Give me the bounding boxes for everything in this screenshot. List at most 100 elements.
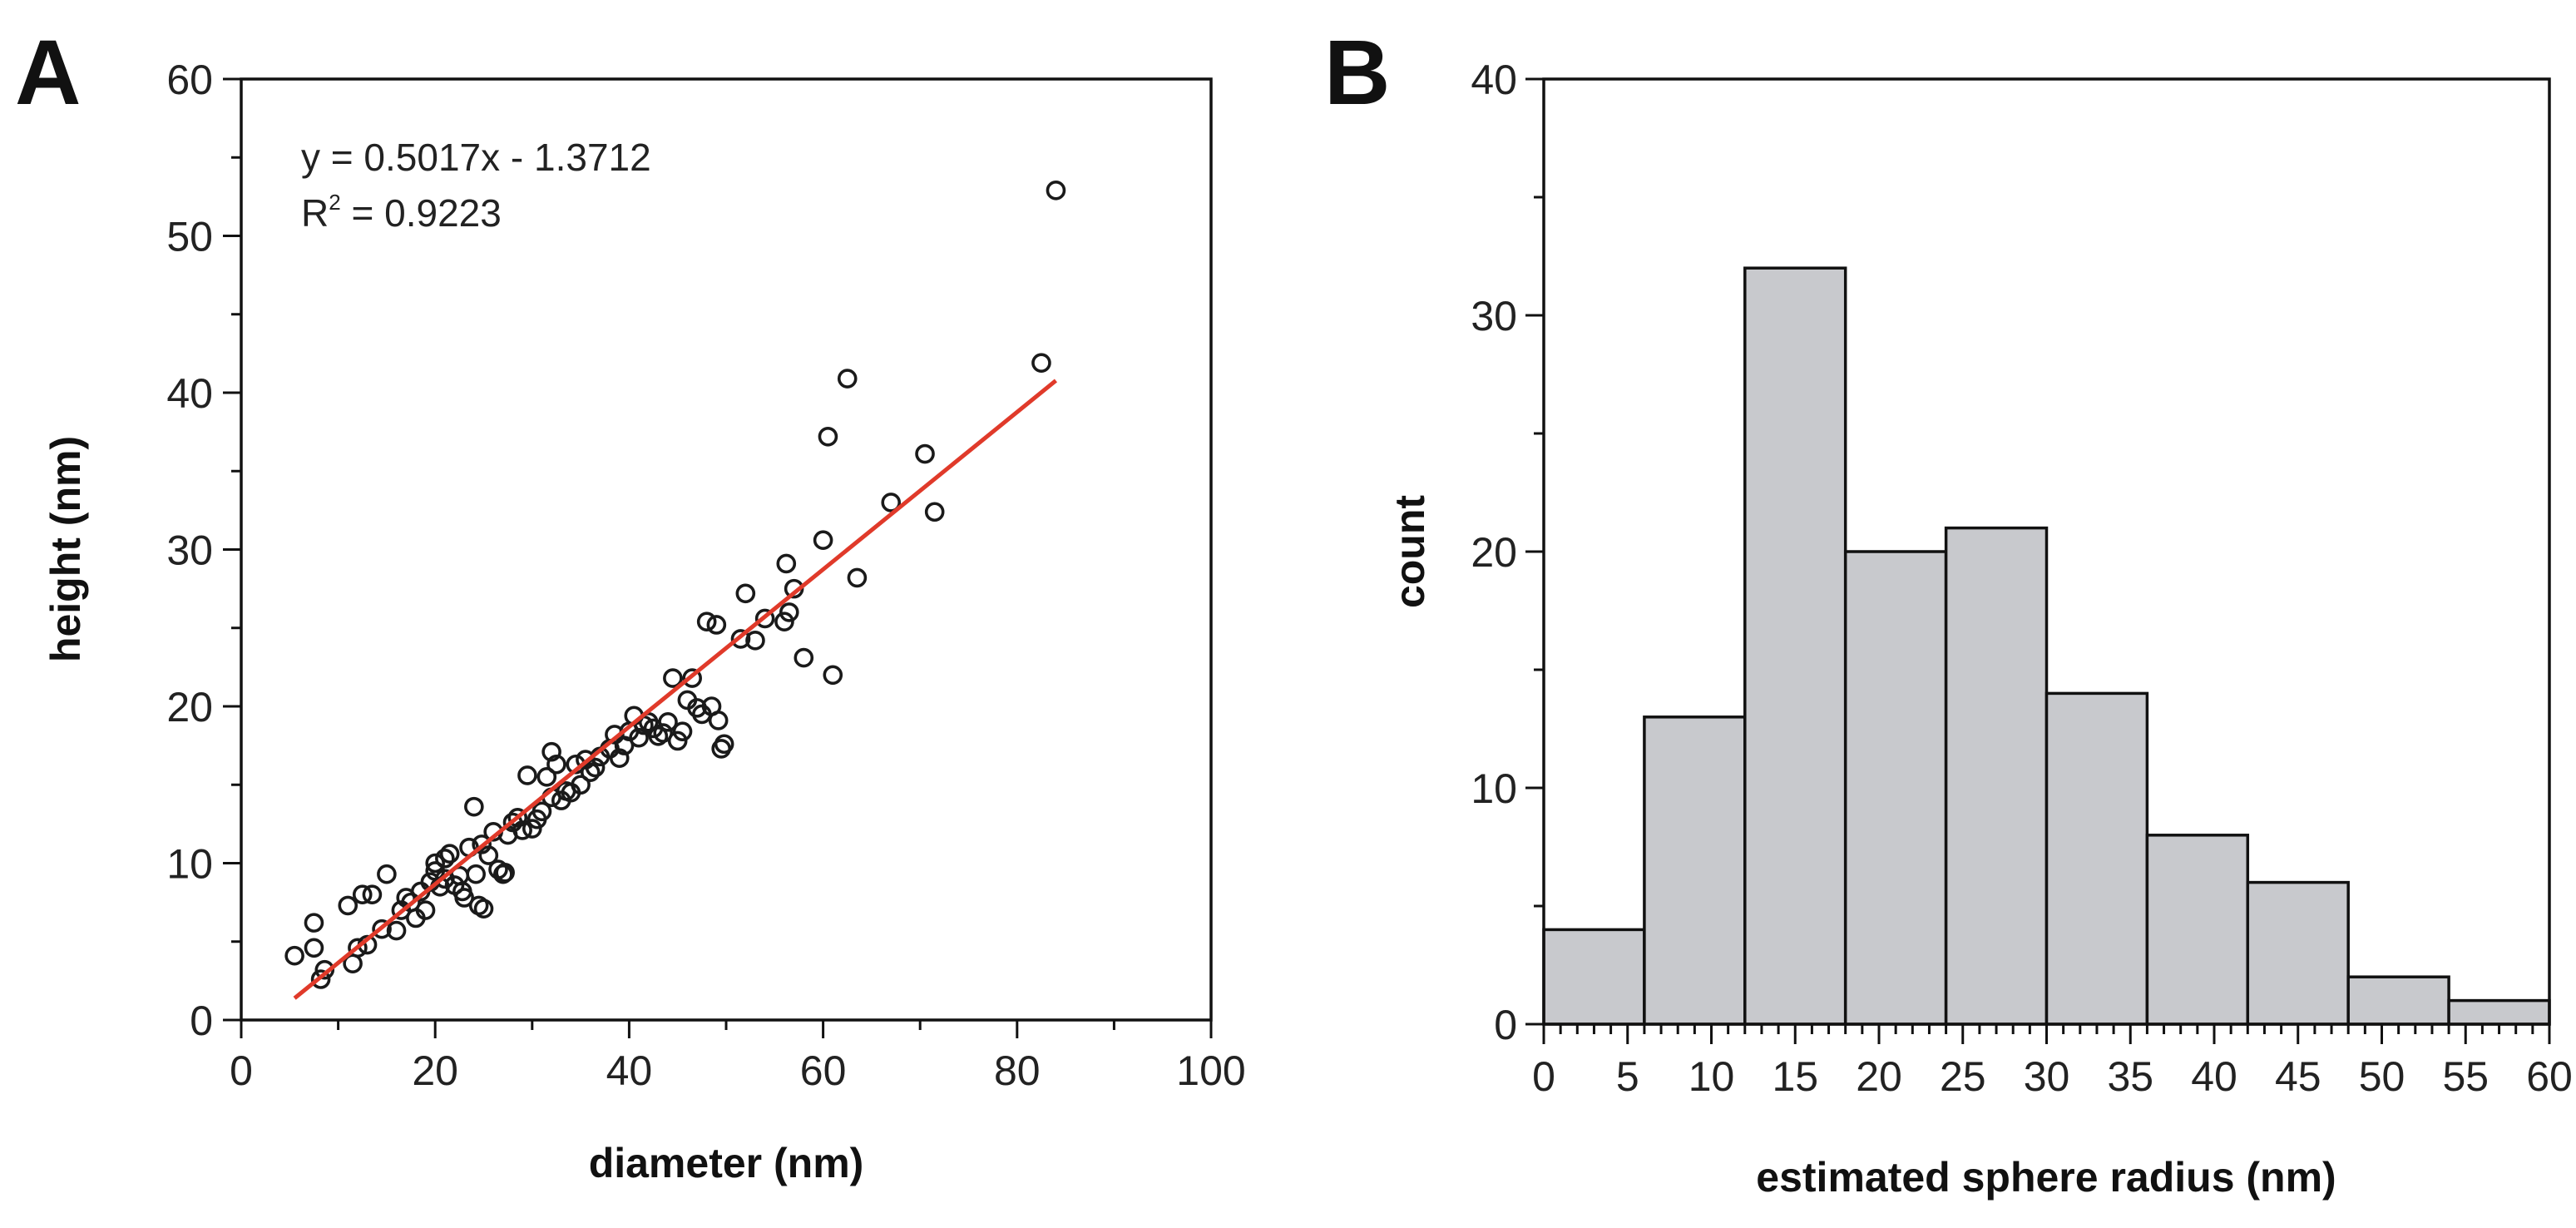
x-axis-title-b: estimated sphere radius (nm) [1756, 1154, 2336, 1201]
data-point [348, 938, 368, 958]
y-tick-labels-b: 0 10 20 30 40 [1471, 57, 1517, 1048]
y-tick-label-a: 40 [166, 370, 213, 417]
data-point [517, 765, 537, 785]
r-squared-label: R2 = 0.9223 [301, 190, 502, 235]
histogram-bar [2346, 975, 2450, 1026]
y-tick-label-b: 40 [1471, 57, 1517, 103]
x-tick-label-a: 60 [800, 1047, 847, 1094]
scatter-chart-panel-a: A 0 20 40 60 80 100 0 10 20 30 40 50 60 y = 0.5017x… [15, 22, 1246, 1186]
data-point [776, 553, 797, 574]
data-point [284, 945, 304, 966]
y-tick-label-a: 20 [166, 684, 213, 730]
x-tick-label-b: 20 [1856, 1053, 1902, 1100]
histogram-bar [2145, 834, 2250, 1026]
data-point [532, 801, 552, 822]
data-point [473, 899, 494, 919]
data-point [714, 734, 734, 755]
data-point [580, 762, 601, 782]
data-point [546, 754, 566, 775]
data-point [372, 919, 392, 939]
x-tick-label-a: 100 [1176, 1047, 1245, 1094]
data-point [779, 602, 799, 622]
histogram-bar [1542, 928, 1646, 1026]
data-point [881, 493, 902, 512]
histogram-bars [1542, 266, 2551, 1026]
x-tick-label-b: 50 [2359, 1053, 2405, 1100]
data-point [924, 502, 945, 522]
x-tick-label-a: 20 [412, 1047, 458, 1094]
histogram-bar [1944, 526, 2049, 1026]
x-tick-label-b: 15 [1772, 1053, 1818, 1100]
data-point [754, 608, 775, 629]
panel-b-letter: B [1324, 22, 1390, 124]
histogram-bar [2044, 691, 2149, 1026]
data-point [708, 711, 729, 730]
data-point [653, 723, 674, 743]
data-point [478, 845, 499, 865]
data-point [585, 757, 606, 778]
data-point [495, 863, 515, 883]
data-point [454, 888, 474, 908]
y-tick-label-a: 60 [166, 57, 213, 103]
x-tick-label-b: 25 [1940, 1053, 1986, 1100]
data-point [1046, 181, 1066, 201]
data-point [304, 938, 324, 958]
data-point [663, 668, 683, 688]
r-squared-value: = 0.9223 [341, 191, 502, 235]
data-point [435, 849, 455, 869]
data-point [466, 864, 486, 884]
data-point [415, 900, 436, 920]
data-point [439, 844, 460, 864]
data-point [629, 727, 649, 748]
x-tick-label-b: 40 [2191, 1053, 2237, 1100]
data-point [609, 748, 630, 769]
y-tick-label-a: 10 [166, 841, 213, 888]
x-tick-label-b: 10 [1688, 1053, 1735, 1100]
data-point [774, 612, 794, 632]
data-point [338, 895, 358, 916]
x-axis-title-a: diameter (nm) [589, 1140, 864, 1186]
data-point [352, 884, 373, 904]
y-tick-label-b: 0 [1494, 1002, 1517, 1048]
x-tick-label-a: 40 [606, 1047, 653, 1094]
y-axis-title-b: count [1387, 495, 1433, 608]
data-point [837, 369, 858, 389]
y-tick-label-a: 0 [190, 998, 213, 1044]
y-tick-labels-a: 0 10 20 30 40 50 60 [166, 57, 213, 1044]
axis-ticks-a [223, 77, 1213, 1038]
x-tick-label-b: 30 [2024, 1053, 2070, 1100]
histogram-bar [1743, 266, 1847, 1026]
histogram-bar [2447, 998, 2551, 1026]
r-superscript: 2 [329, 190, 340, 215]
data-point [818, 426, 838, 447]
regression-equation: y = 0.5017x - 1.3712 [301, 136, 651, 179]
regression-line [293, 379, 1058, 1000]
x-tick-label-b: 45 [2275, 1053, 2321, 1100]
histogram-bar [1843, 550, 1948, 1026]
x-tick-label-b: 0 [1532, 1053, 1555, 1100]
data-point [658, 712, 678, 732]
y-tick-label-a: 50 [166, 214, 213, 260]
data-point [730, 629, 751, 649]
data-point [735, 583, 756, 604]
data-point [915, 443, 935, 464]
data-point [745, 631, 765, 651]
data-point [522, 819, 542, 839]
axis-ticks-b [1525, 77, 2551, 1044]
y-tick-label-b: 20 [1471, 529, 1517, 576]
data-point [823, 665, 843, 686]
data-point [536, 767, 557, 787]
data-point [507, 808, 528, 828]
x-tick-label-b: 55 [2442, 1053, 2489, 1100]
data-points-a [284, 181, 1066, 989]
data-point [847, 567, 868, 588]
histogram-bar [1643, 716, 1747, 1026]
data-point [425, 853, 446, 874]
r-letter: R [301, 191, 329, 235]
data-point [314, 959, 335, 980]
data-point [541, 741, 561, 762]
data-point [386, 920, 407, 941]
data-point [1031, 353, 1051, 373]
histogram-panel-b: B 0 5 10 15 20 25 30 35 40 45 50 55 60 0 10 20 30 40 est… [1324, 22, 2573, 1201]
